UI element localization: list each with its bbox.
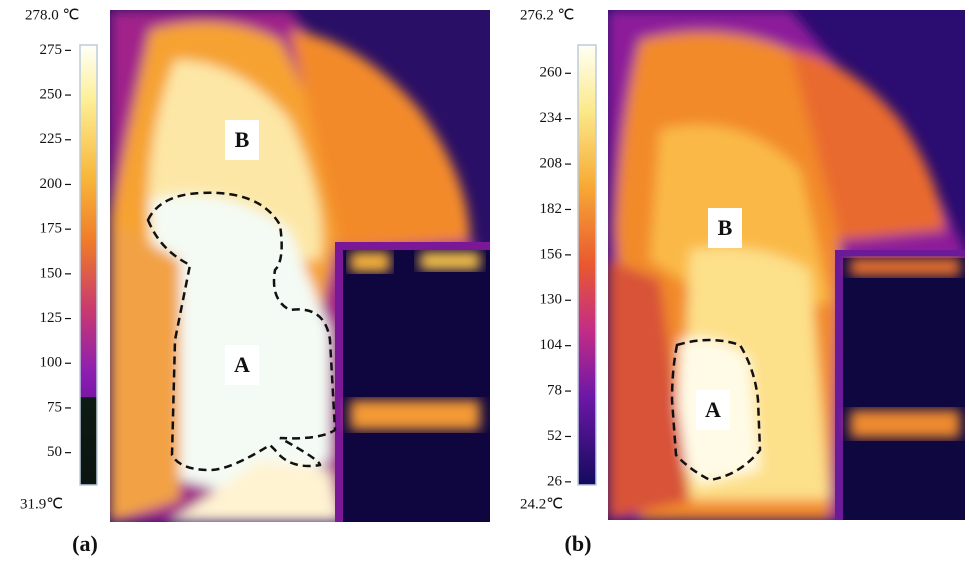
colorbar-tick-label: 125 bbox=[40, 310, 63, 326]
colorbar-max-label: 278.0 ℃ bbox=[25, 7, 79, 23]
panel-caption: (a) bbox=[72, 531, 98, 556]
colorbar-tick-label: 100 bbox=[40, 355, 63, 371]
colorbar-tick-label: 200 bbox=[40, 176, 63, 192]
colorbar-a bbox=[80, 45, 97, 485]
thermal-image-b bbox=[608, 10, 965, 520]
colorbar-tick-label: 234 bbox=[540, 110, 563, 126]
figure: 278.0 ℃ 31.9℃ 275 250 225 200 175 150 125 100 75 50… bbox=[0, 0, 969, 561]
colorbar-tick-label: 225 bbox=[40, 131, 63, 147]
region-label: A bbox=[705, 397, 721, 422]
colorbar-tick-label: 78 bbox=[547, 383, 562, 399]
region-label: B bbox=[235, 127, 250, 152]
colorbar-tick-label: 250 bbox=[40, 86, 63, 102]
colorbar-tick-label: 182 bbox=[540, 201, 563, 217]
colorbar-min-label: 31.9℃ bbox=[20, 496, 63, 512]
colorbar-max-label: 276.2 ℃ bbox=[520, 7, 574, 23]
colorbar-tick-label: 150 bbox=[40, 265, 63, 281]
colorbar-tick-label: 75 bbox=[47, 399, 62, 415]
thermal-image-a bbox=[110, 10, 490, 522]
colorbar-tick-label: 208 bbox=[540, 156, 563, 172]
colorbar-tick-label: 175 bbox=[40, 221, 63, 237]
colorbar-tick-label: 52 bbox=[547, 428, 562, 444]
colorbar-tick-label: 260 bbox=[540, 65, 563, 81]
colorbar-tick-label: 156 bbox=[540, 246, 563, 262]
colorbar-tick-label: 104 bbox=[540, 337, 563, 353]
colorbar-tick-label: 50 bbox=[47, 444, 62, 460]
colorbar-tick-label: 275 bbox=[40, 42, 63, 58]
colorbar-tick-label: 26 bbox=[547, 473, 563, 489]
colorbar-b bbox=[578, 45, 596, 485]
panel-caption: (b) bbox=[565, 531, 592, 556]
region-label: B bbox=[718, 215, 733, 240]
region-label: A bbox=[234, 352, 250, 377]
colorbar-min-label: 24.2℃ bbox=[520, 496, 563, 512]
colorbar-tick-label: 130 bbox=[540, 292, 563, 308]
